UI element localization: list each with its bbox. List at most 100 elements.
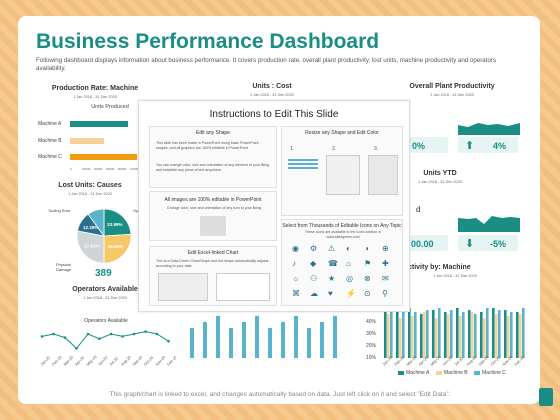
sample-icon: ⌘ bbox=[292, 289, 300, 298]
pie-label: 27.81% bbox=[84, 243, 99, 248]
units-ytd-change-tile bbox=[458, 235, 518, 251]
legend-swatch bbox=[474, 371, 480, 375]
sample-icon: ◐ bbox=[346, 244, 351, 253]
pie-label: 12.28% bbox=[83, 225, 98, 230]
sample-icon: ☼ bbox=[292, 274, 300, 283]
sample-icon: ✉ bbox=[382, 274, 389, 283]
productivity-bar bbox=[456, 308, 459, 358]
production-title: Production Rate: Machine bbox=[51, 85, 139, 92]
month-label: Feb-20 bbox=[394, 355, 405, 366]
productivity-bar-chart: Jan-20 Feb-20 Mar-20 Apr-20 May-20 Jun-20 Jul-… bbox=[382, 308, 525, 366]
overall-title: Overall Plant Productivity bbox=[409, 83, 495, 90]
operators-point bbox=[40, 335, 44, 338]
operators-point bbox=[75, 347, 78, 350]
icons-title: Select from Thousands of Editable Icons … bbox=[282, 223, 402, 229]
axis-tick: 0 bbox=[70, 167, 72, 171]
productivity-bar bbox=[396, 312, 399, 358]
productivity-bar bbox=[519, 314, 522, 358]
instructions-overlay[interactable]: Instructions to Edit This Slide Edit any… bbox=[138, 100, 410, 312]
units-cost-date: 1 Jan 2018 - 31 Dec 2020 bbox=[250, 93, 294, 97]
overall-change-value: 4% bbox=[493, 141, 507, 151]
productivity-bar bbox=[414, 312, 417, 358]
production-date: 1 Jan 2018 - 31 Dec 2020 bbox=[73, 95, 117, 99]
productivity-bar bbox=[447, 314, 450, 358]
resize-step: 2. bbox=[332, 146, 337, 152]
productivity-title: ctivity by: Machine bbox=[408, 264, 471, 271]
axis-tick: 100000 bbox=[130, 167, 141, 171]
operators-point bbox=[144, 330, 147, 333]
machine-label: Machine A bbox=[38, 121, 62, 127]
month-label: Nov-20 bbox=[502, 355, 513, 366]
month-label: Jan-20 bbox=[382, 356, 393, 366]
productivity-bar bbox=[384, 310, 387, 358]
operators-line-chart: Jan-20 Feb-20 Mar-20 Apr-20 May-20 Jun-20 Jul-… bbox=[40, 330, 176, 367]
month-label: Jul-20 bbox=[109, 357, 119, 367]
resize-step: 1. bbox=[290, 146, 295, 152]
units-cost-bar bbox=[333, 316, 337, 358]
month-label: Mar-20 bbox=[406, 355, 417, 366]
operators-title: Operators Available bbox=[72, 286, 138, 293]
operators-date: 1 Jan 2018 - 31 Dec 2020 bbox=[83, 296, 127, 300]
overall-kpi-value: 0% bbox=[412, 141, 426, 151]
excel-title: Edit Excel-linked Chart bbox=[187, 250, 239, 256]
images-card: All images are 100% editable in PowerPoi… bbox=[149, 191, 277, 241]
productivity-bar bbox=[426, 310, 429, 358]
month-label: Jan-20 bbox=[40, 356, 51, 367]
chart-thumbnail-icon bbox=[158, 273, 208, 301]
axis-tick: 20% bbox=[366, 343, 377, 349]
edit-shape-text: This slide has been made in PowerPoint u… bbox=[156, 141, 259, 150]
images-title: All images are 100% editable in PowerPoi… bbox=[164, 197, 262, 203]
edit-shape-text: You can change color, size and orientati… bbox=[156, 163, 270, 172]
productivity-bar bbox=[462, 312, 465, 358]
productivity-bar bbox=[411, 316, 414, 358]
productivity-bar bbox=[450, 310, 453, 358]
sample-icon: ✚ bbox=[382, 259, 389, 268]
images-text: Change color, size and orientation of an… bbox=[167, 206, 261, 210]
sample-icon: ⊙ bbox=[364, 289, 371, 298]
overall-change-tile bbox=[458, 137, 518, 153]
operators-point bbox=[52, 332, 55, 336]
sample-icon: ☎ bbox=[328, 259, 338, 268]
sample-icon: ★ bbox=[328, 274, 336, 283]
month-label: Dec-20 bbox=[166, 355, 176, 366]
productivity-bar bbox=[399, 318, 402, 358]
resize-card: Resize any Shape and Edit Color 1. 2. 3. bbox=[281, 126, 403, 216]
axis-tick: 40000 bbox=[94, 167, 103, 171]
productivity-bar bbox=[408, 308, 411, 358]
units-produced-label: Units Produced bbox=[91, 104, 129, 110]
pie-slice bbox=[103, 233, 132, 264]
sample-icon: ♪ bbox=[292, 259, 296, 268]
resize-title: Resize any Shape and Edit Color bbox=[305, 130, 379, 136]
sample-icon: ⊗ bbox=[364, 274, 371, 283]
units-ytd-area-chart bbox=[458, 216, 520, 232]
color-menu-icon bbox=[326, 155, 360, 195]
productivity-bar bbox=[474, 314, 477, 358]
briefcase-icon bbox=[539, 388, 553, 406]
productivity-bar bbox=[498, 310, 501, 358]
productivity-bar bbox=[387, 314, 390, 358]
sample-icon: ♥ bbox=[328, 289, 333, 298]
sample-icon: ☁ bbox=[310, 289, 318, 298]
axis-tick: 60000 bbox=[106, 167, 115, 171]
productivity-bar bbox=[423, 312, 426, 358]
units-cost-bar bbox=[190, 328, 194, 358]
pie-label: 23.99% bbox=[107, 222, 122, 227]
productivity-bar bbox=[510, 312, 513, 358]
units-ytd-kpi-value: 00.00 bbox=[411, 239, 434, 249]
units-ytd-kpi-tile bbox=[410, 235, 448, 251]
sample-icon: ⚡ bbox=[346, 289, 356, 298]
pie-label: 26.09% bbox=[108, 244, 123, 249]
arrow-up-icon: ⬆ bbox=[465, 140, 475, 152]
footer-note: This graph/chart is linked to excel, and… bbox=[109, 391, 451, 398]
month-label: Nov-20 bbox=[155, 355, 166, 366]
operators-point bbox=[86, 332, 90, 336]
productivity-date: 1 Jan 2018 - 31 Dec 2020 bbox=[433, 274, 477, 278]
operators-point bbox=[98, 337, 101, 341]
lost-units-pie: 23.99% 26.09% 27.81% 12.28% bbox=[76, 208, 132, 264]
operators-point bbox=[109, 332, 113, 336]
productivity-bar bbox=[420, 314, 423, 358]
productivity-bar bbox=[480, 312, 483, 358]
productivity-bar bbox=[444, 312, 447, 358]
image-placeholder-icon bbox=[200, 216, 226, 236]
legend-swatch bbox=[436, 371, 442, 375]
